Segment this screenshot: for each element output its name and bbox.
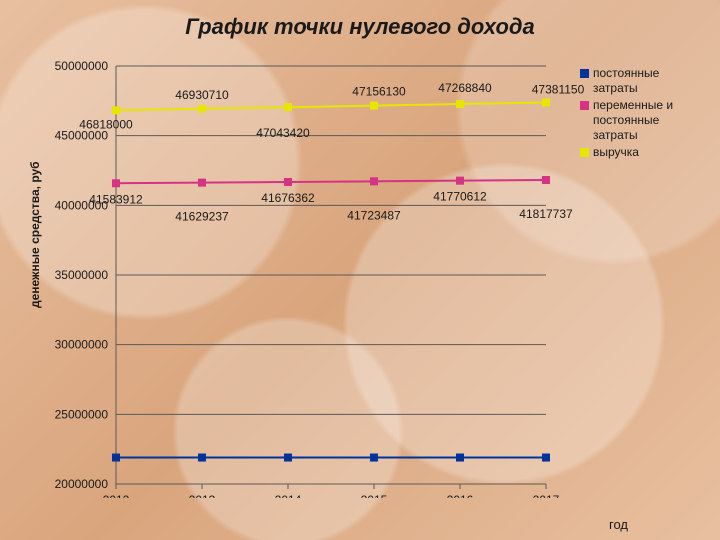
series-marker-s3: [370, 102, 378, 110]
series-marker-s1: [112, 454, 120, 462]
series-marker-s1: [370, 454, 378, 462]
data-label: 41629237: [175, 210, 229, 224]
data-label: 47381150: [532, 82, 585, 96]
y-tick-label: 50000000: [55, 59, 109, 73]
data-label: 46818000: [79, 117, 133, 131]
x-axis-label: год: [609, 517, 628, 532]
x-tick-label: 2017: [533, 493, 560, 498]
y-tick-label: 20000000: [55, 477, 109, 491]
x-tick-label: 2012: [103, 493, 130, 498]
series-marker-s3: [284, 103, 292, 111]
data-label: 47268840: [438, 81, 492, 95]
series-marker-s1: [198, 454, 206, 462]
series-marker-s1: [456, 454, 464, 462]
x-tick-label: 2016: [447, 493, 474, 498]
y-axis-label: денежные средства, руб: [28, 161, 42, 308]
series-marker-s1: [284, 454, 292, 462]
y-tick-label: 25000000: [55, 407, 109, 421]
x-tick-label: 2013: [189, 493, 216, 498]
legend-text: переменные и постоянные затраты: [593, 98, 688, 143]
breakeven-chart: денежные средства, руб 20000000250000003…: [38, 58, 688, 526]
legend-marker-icon: [580, 101, 589, 110]
legend-item: выручка: [580, 145, 688, 160]
series-marker-s3: [112, 106, 120, 114]
data-label: 41817737: [519, 207, 573, 221]
series-line-s2: [116, 180, 546, 183]
series-marker-s3: [198, 105, 206, 113]
legend-marker-icon: [580, 148, 589, 157]
data-label: 47156130: [352, 85, 406, 99]
series-marker-s2: [198, 179, 206, 187]
legend-item: постоянные затраты: [580, 66, 688, 96]
x-tick-label: 2014: [275, 493, 302, 498]
series-marker-s2: [284, 178, 292, 186]
data-label: 41676362: [261, 191, 315, 205]
data-label: 46930710: [175, 88, 229, 102]
legend-text: постоянные затраты: [593, 66, 688, 96]
series-marker-s2: [456, 177, 464, 185]
series-line-s3: [116, 102, 546, 110]
y-tick-label: 30000000: [55, 338, 109, 352]
legend-marker-icon: [580, 69, 589, 78]
data-label: 41770612: [433, 190, 487, 204]
series-marker-s2: [542, 176, 550, 184]
data-label: 41583912: [89, 192, 143, 206]
series-marker-s3: [542, 98, 550, 106]
series-marker-s2: [112, 179, 120, 187]
page-title: График точки нулевого дохода: [0, 14, 720, 40]
x-tick-label: 2015: [361, 493, 388, 498]
data-label: 41723487: [347, 208, 401, 222]
y-tick-label: 35000000: [55, 268, 109, 282]
series-marker-s1: [542, 454, 550, 462]
legend-text: выручка: [593, 145, 688, 160]
series-marker-s3: [456, 100, 464, 108]
chart-legend: постоянные затратыпеременные и постоянны…: [580, 66, 688, 162]
legend-item: переменные и постоянные затраты: [580, 98, 688, 143]
data-label: 47043420: [256, 126, 310, 140]
series-marker-s2: [370, 177, 378, 185]
